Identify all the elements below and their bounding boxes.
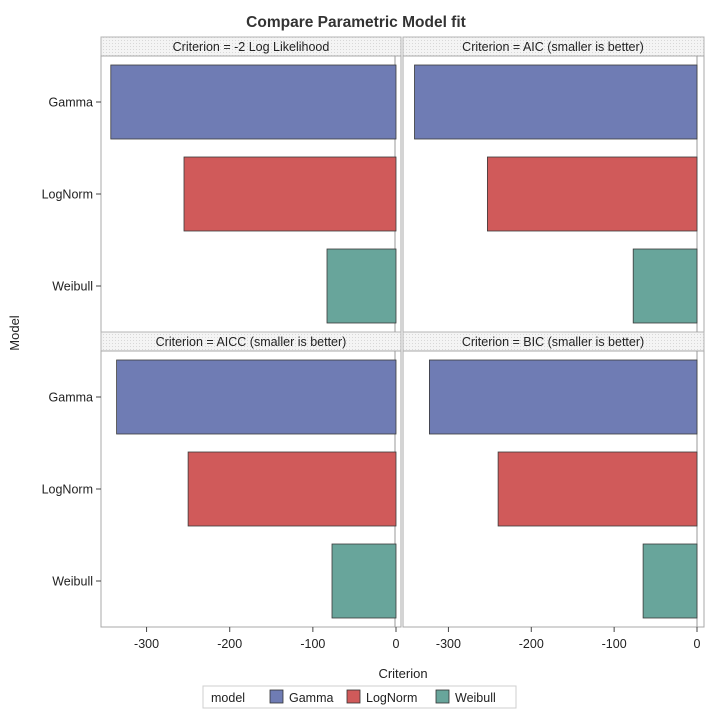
bar-neg2loglik-weibull	[326, 248, 397, 324]
x-tick-label-col2-1: -200	[519, 637, 544, 651]
y-axis-title: Model	[7, 315, 22, 351]
bar-neg2loglik-lognorm	[183, 156, 397, 232]
panel-header-label-neg2loglik: Criterion = -2 Log Likelihood	[173, 40, 330, 54]
legend: model Gamma LogNorm Weibull	[202, 685, 517, 709]
panel-header-label-aicc: Criterion = AICC (smaller is better)	[156, 335, 347, 349]
x-tick-label-col2-0: -300	[436, 637, 461, 651]
bar-aicc-lognorm	[187, 451, 397, 527]
bar-aicc-gamma	[116, 359, 397, 435]
y-tick-label-row2-weibull: Weibull	[52, 575, 93, 589]
x-tick-label-col1-2: -100	[300, 637, 325, 651]
bar-bic-weibull	[642, 543, 698, 619]
x-tick-label-col2-3: 0	[694, 637, 701, 651]
x-tick-label-col1-0: -300	[134, 637, 159, 651]
x-tick-label-col1-3: 0	[393, 637, 400, 651]
legend-swatch-weibull	[435, 689, 450, 704]
bar-aic-lognorm	[486, 156, 698, 232]
y-tick-label-row1-gamma: Gamma	[49, 96, 94, 110]
bar-aic-gamma	[414, 64, 698, 140]
y-tick-label-row1-lognorm: LogNorm	[42, 188, 93, 202]
panel-header-label-aic: Criterion = AIC (smaller is better)	[462, 40, 644, 54]
legend-label-gamma: Gamma	[289, 691, 334, 705]
axes-layer: Gamma LogNorm Weibull Gamma LogNorm Weibull -3…	[42, 96, 701, 652]
bar-neg2loglik-gamma	[110, 64, 397, 140]
bars-layer	[110, 64, 698, 619]
x-tick-label-col1-1: -200	[217, 637, 242, 651]
bar-aic-weibull	[632, 248, 698, 324]
y-tick-label-row1-weibull: Weibull	[52, 280, 93, 294]
legend-swatch-lognorm	[346, 689, 361, 704]
panel-header-label-bic: Criterion = BIC (smaller is better)	[462, 335, 644, 349]
bar-bic-lognorm	[497, 451, 698, 527]
y-tick-label-row2-lognorm: LogNorm	[42, 483, 93, 497]
legend-label-weibull: Weibull	[455, 691, 496, 705]
bar-bic-gamma	[428, 359, 698, 435]
bar-aicc-weibull	[331, 543, 397, 619]
x-axis-title: Criterion	[378, 666, 427, 681]
x-tick-label-col2-2: -100	[602, 637, 627, 651]
legend-swatch-gamma	[269, 689, 284, 704]
chart-title: Compare Parametric Model fit	[246, 14, 466, 31]
y-tick-label-row2-gamma: Gamma	[49, 391, 94, 405]
legend-title: model	[211, 691, 245, 705]
legend-label-lognorm: LogNorm	[366, 691, 417, 705]
